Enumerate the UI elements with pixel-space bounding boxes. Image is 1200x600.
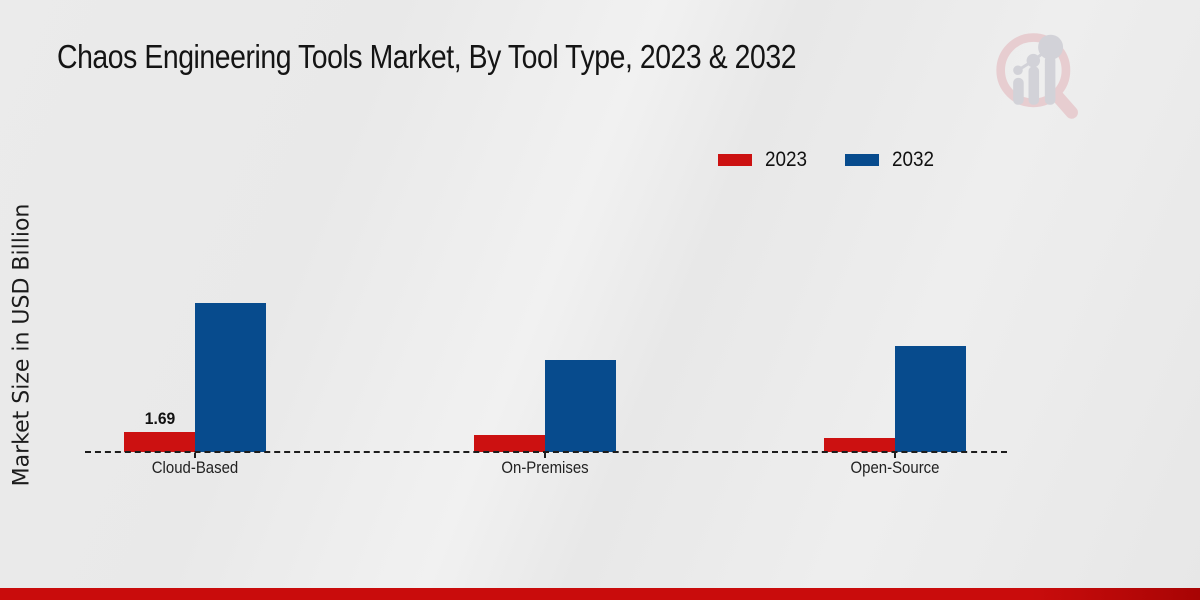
legend-item-2023: 2023 [718,149,812,171]
footer-red-bar [0,588,1200,600]
data-label-2023-cloud-based: 1.69 [144,409,175,428]
bar-2023-on-premises [474,435,545,452]
legend-label-2023: 2023 [765,148,808,171]
legend-swatch-2032 [844,154,879,166]
category-label-open-source: Open-Source [850,458,940,477]
legend-label-2032: 2032 [891,148,934,171]
legend: 2023 2032 [718,149,938,171]
x-axis-tick-on-premises [544,453,546,458]
legend-swatch-2023 [718,154,752,166]
x-axis-tick-cloud-based [194,453,196,458]
category-label-cloud-based: Cloud-Based [151,458,239,477]
market-research-future-logo [996,33,1078,119]
bar-2032-open-source [895,346,966,452]
bar-2032-cloud-based [195,303,266,452]
category-label-on-premises: On-Premises [501,458,589,477]
chart-title: Chaos Engineering Tools Market, By Tool … [57,38,797,75]
bar-2023-open-source [824,438,895,452]
legend-item-2032: 2032 [844,148,939,171]
bar-2023-cloud-based [124,432,195,452]
x-axis-tick-open-source [894,453,896,458]
bar-2032-on-premises [545,360,616,452]
growth-bars-icon [1013,34,1064,105]
x-axis-dashed-baseline [85,451,1007,453]
